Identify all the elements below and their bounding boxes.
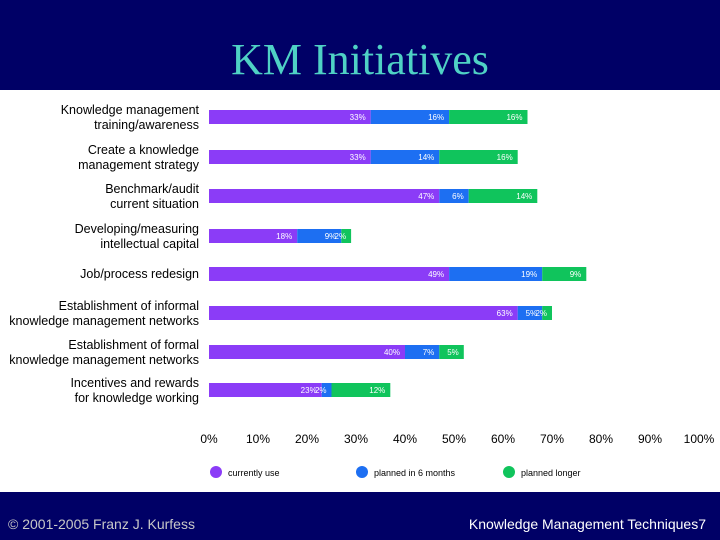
data-label: 9% bbox=[325, 232, 337, 241]
bar-segment bbox=[297, 229, 342, 243]
bar-segment bbox=[209, 110, 371, 124]
bar-segment bbox=[209, 150, 371, 164]
category-label: Job/process redesign bbox=[80, 267, 199, 281]
legend-label: planned in 6 months bbox=[374, 468, 456, 478]
data-label: 7% bbox=[423, 348, 435, 357]
bar-segment bbox=[209, 306, 518, 320]
bar-segment bbox=[370, 110, 450, 124]
x-tick-label: 40% bbox=[393, 432, 417, 446]
x-tick-label: 90% bbox=[638, 432, 662, 446]
x-tick-label: 20% bbox=[295, 432, 319, 446]
data-label: 14% bbox=[516, 192, 532, 201]
bar-segment bbox=[449, 110, 528, 124]
legend-label: currently use bbox=[228, 468, 280, 478]
bar-segment bbox=[439, 189, 469, 203]
bar-segment bbox=[209, 267, 450, 281]
bar-segment bbox=[209, 229, 298, 243]
legend-swatch bbox=[356, 466, 368, 478]
data-label: 40% bbox=[384, 348, 400, 357]
data-label: 6% bbox=[452, 192, 464, 201]
data-label: 16% bbox=[497, 153, 513, 162]
bar-segment bbox=[439, 150, 518, 164]
category-label: Knowledge management training/awareness bbox=[61, 103, 200, 132]
x-tick-label: 30% bbox=[344, 432, 368, 446]
x-tick-label: 60% bbox=[491, 432, 515, 446]
x-tick-label: 10% bbox=[246, 432, 270, 446]
category-label: Developing/measuring intellectual capital bbox=[75, 222, 199, 251]
data-label: 16% bbox=[506, 113, 522, 122]
bar-segment bbox=[341, 229, 352, 243]
data-label: 2% bbox=[535, 309, 547, 318]
x-tick-label: 100% bbox=[684, 432, 715, 446]
stacked-bar-chart: Knowledge management training/awareness 33… bbox=[9, 103, 715, 478]
category-label: Create a knowledge management strategy bbox=[78, 143, 200, 172]
slide-title: KM Initiatives bbox=[231, 35, 489, 84]
bar-segment bbox=[439, 345, 464, 359]
bar-segment bbox=[331, 383, 391, 397]
x-tick-label: 50% bbox=[442, 432, 466, 446]
data-label: 12% bbox=[369, 386, 385, 395]
category-label: Establishment of informal knowledge manag… bbox=[9, 299, 199, 328]
bar-segment bbox=[209, 345, 405, 359]
data-label: 2% bbox=[335, 232, 347, 241]
data-label: 18% bbox=[276, 232, 292, 241]
data-label: 2% bbox=[315, 386, 327, 395]
data-label: 63% bbox=[497, 309, 513, 318]
bar-segment bbox=[209, 189, 440, 203]
data-label: 33% bbox=[350, 153, 366, 162]
legend-swatch bbox=[210, 466, 222, 478]
bar-segment bbox=[517, 306, 543, 320]
bar-segment bbox=[321, 383, 332, 397]
bar-segment bbox=[370, 150, 440, 164]
bar-segment bbox=[405, 345, 440, 359]
footer-course-title: Knowledge Management Techniques7 bbox=[468, 516, 706, 532]
data-label: 19% bbox=[521, 270, 537, 279]
data-label: 5% bbox=[526, 309, 538, 318]
bar-segment bbox=[542, 267, 587, 281]
x-tick-label: 0% bbox=[200, 432, 218, 446]
x-tick-label: 80% bbox=[589, 432, 613, 446]
data-label: 47% bbox=[418, 192, 434, 201]
data-label: 14% bbox=[418, 153, 434, 162]
category-label: Incentives and rewards for knowledge work… bbox=[70, 376, 199, 405]
bar-segment bbox=[209, 383, 322, 397]
data-label: 49% bbox=[428, 270, 444, 279]
data-label: 5% bbox=[447, 348, 459, 357]
legend-label: planned longer bbox=[521, 468, 581, 478]
x-tick-label: 70% bbox=[540, 432, 564, 446]
legend-swatch bbox=[503, 466, 515, 478]
data-label: 9% bbox=[570, 270, 582, 279]
chart-panel: Knowledge management training/awareness 33… bbox=[0, 90, 720, 492]
footer-copyright: © 2001-2005 Franz J. Kurfess bbox=[8, 516, 195, 532]
data-label: 33% bbox=[350, 113, 366, 122]
bar-segment bbox=[449, 267, 543, 281]
data-label: 23% bbox=[301, 386, 317, 395]
category-label: Establishment of formal knowledge managem… bbox=[9, 338, 199, 367]
bar-segment bbox=[542, 306, 552, 320]
data-label: 16% bbox=[428, 113, 444, 122]
bar-segment bbox=[468, 189, 538, 203]
category-label: Benchmark/audit current situation bbox=[105, 182, 199, 211]
